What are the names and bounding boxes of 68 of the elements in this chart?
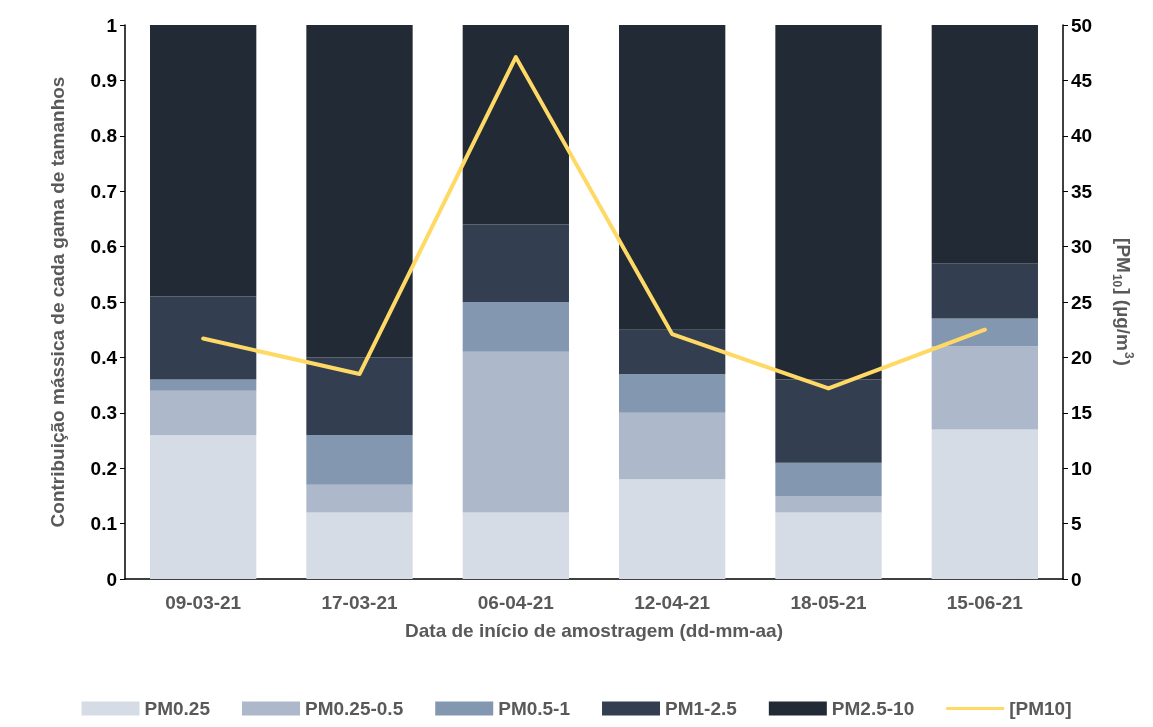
x-tick-label: 15-06-21: [946, 592, 1024, 613]
legend-label: PM0.25-0.5: [304, 698, 404, 719]
y2-tick-label: 35: [1071, 180, 1093, 202]
bar: [775, 495, 882, 513]
y-tick-label: 0.3: [90, 402, 117, 424]
y-tick-label: 0.7: [90, 180, 117, 202]
y2-tick-label: 45: [1071, 69, 1093, 91]
x-tick-label: 12-04-21: [634, 592, 711, 613]
legend-label: PM2.5-10: [831, 698, 915, 719]
y2-axis-title: [PM10] (µg/m3): [1110, 238, 1136, 366]
bar: [306, 434, 413, 485]
bar: [931, 429, 1038, 579]
bar: [150, 25, 257, 297]
y2-tick-label: 0: [1071, 568, 1082, 590]
bar: [931, 346, 1038, 430]
bar: [931, 318, 1038, 347]
bar: [931, 263, 1038, 319]
y-axis-title: Contribuição mássica de cada gama de tamanhos: [47, 76, 68, 528]
y2-tick-label: 25: [1071, 291, 1093, 313]
y2-tick-label: 15: [1071, 402, 1093, 424]
bar: [775, 25, 882, 380]
y-tick-label: 0.6: [90, 236, 117, 258]
bar: [462, 351, 569, 513]
bar: [462, 25, 569, 225]
y2-tick-label: 50: [1071, 14, 1093, 36]
legend-label: PM0.25: [144, 698, 211, 719]
bar: [462, 224, 569, 302]
bar: [462, 302, 569, 352]
bar: [775, 512, 882, 579]
x-axis-title: Data de início de amostragem (dd-mm-aa): [405, 620, 783, 641]
bar: [462, 512, 569, 579]
y-tick-label: 0: [106, 568, 117, 590]
y-tick-label: 0.4: [90, 346, 118, 368]
x-tick-label: 06-04-21: [477, 592, 555, 613]
y2-tick-label: 30: [1071, 236, 1093, 258]
bar: [619, 374, 726, 413]
bar: [775, 379, 882, 463]
legend-label: PM0.5-1: [498, 698, 571, 719]
y-tick-label: 0.8: [90, 125, 117, 147]
y2-tick-label: 20: [1071, 346, 1093, 368]
bar: [619, 479, 726, 579]
legend-label: [PM10]: [1009, 698, 1072, 719]
y2-tick-label: 10: [1071, 457, 1093, 479]
bar: [775, 462, 882, 496]
bar: [619, 412, 726, 480]
legend-label: PM1-2.5: [665, 698, 738, 719]
bar: [150, 390, 257, 435]
y-tick-label: 0.2: [90, 457, 117, 479]
bar: [150, 379, 257, 391]
bar: [150, 296, 257, 380]
bar: [306, 25, 413, 358]
bar: [306, 512, 413, 579]
y2-tick-label: 40: [1071, 125, 1093, 147]
bar: [306, 484, 413, 513]
x-tick-label: 09-03-21: [165, 592, 242, 613]
y-tick-label: 0.1: [90, 513, 118, 535]
y-tick-label: 1: [106, 14, 118, 36]
y-tick-label: 0.5: [90, 291, 118, 313]
x-tick-label: 17-03-21: [321, 592, 398, 613]
line-series: [201, 55, 987, 391]
bar: [619, 329, 726, 375]
x-tick-label: 18-05-21: [790, 592, 867, 613]
bar: [931, 25, 1038, 264]
y2-tick-label: 5: [1071, 513, 1082, 535]
y-tick-label: 0.9: [90, 69, 117, 91]
bar: [619, 25, 726, 330]
bar: [306, 357, 413, 435]
bar: [150, 434, 257, 579]
